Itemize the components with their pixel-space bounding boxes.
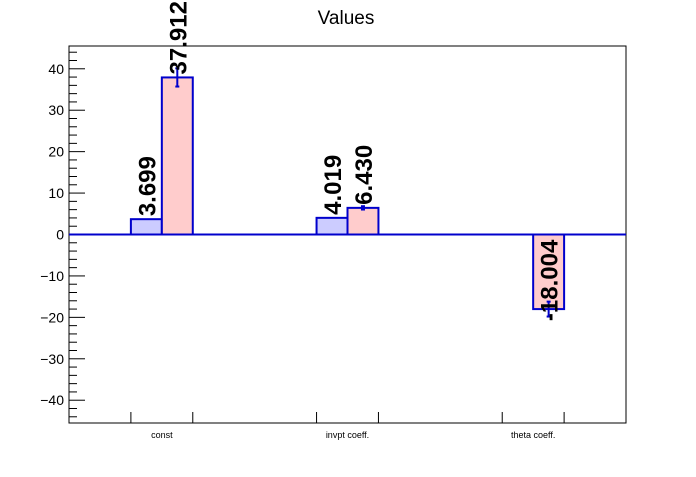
bar — [346, 206, 380, 236]
bar — [532, 233, 566, 311]
bar — [160, 76, 194, 236]
y-tick-label: 0 — [56, 227, 64, 243]
chart-marks: −40 −30 −20 −10 0 10 20 30 40 const invpt coeff. th… — [40, 1, 626, 440]
x-tick-label: theta coeff. — [511, 430, 555, 440]
y-tick-label: 10 — [48, 185, 64, 201]
y-tick-label: 20 — [48, 144, 64, 160]
bar — [129, 218, 163, 236]
bar — [315, 216, 349, 236]
y-tick-label: 30 — [48, 102, 64, 118]
chart-title: Values — [318, 8, 375, 29]
data-label: 3.699 — [134, 156, 161, 216]
data-label: 37.912 — [165, 1, 192, 74]
y-tick-label: 40 — [48, 61, 64, 77]
y-tick-label: −10 — [40, 268, 64, 284]
y-tick-label: −30 — [40, 351, 64, 367]
data-label: 6.430 — [351, 145, 378, 205]
x-tick-label: invpt coeff. — [326, 430, 369, 440]
x-tick-label: const — [151, 430, 173, 440]
data-label: -18.004 — [537, 239, 564, 321]
y-tick-label: −40 — [40, 392, 64, 408]
y-tick-label: −20 — [40, 309, 64, 325]
data-label: 4.019 — [320, 155, 347, 215]
